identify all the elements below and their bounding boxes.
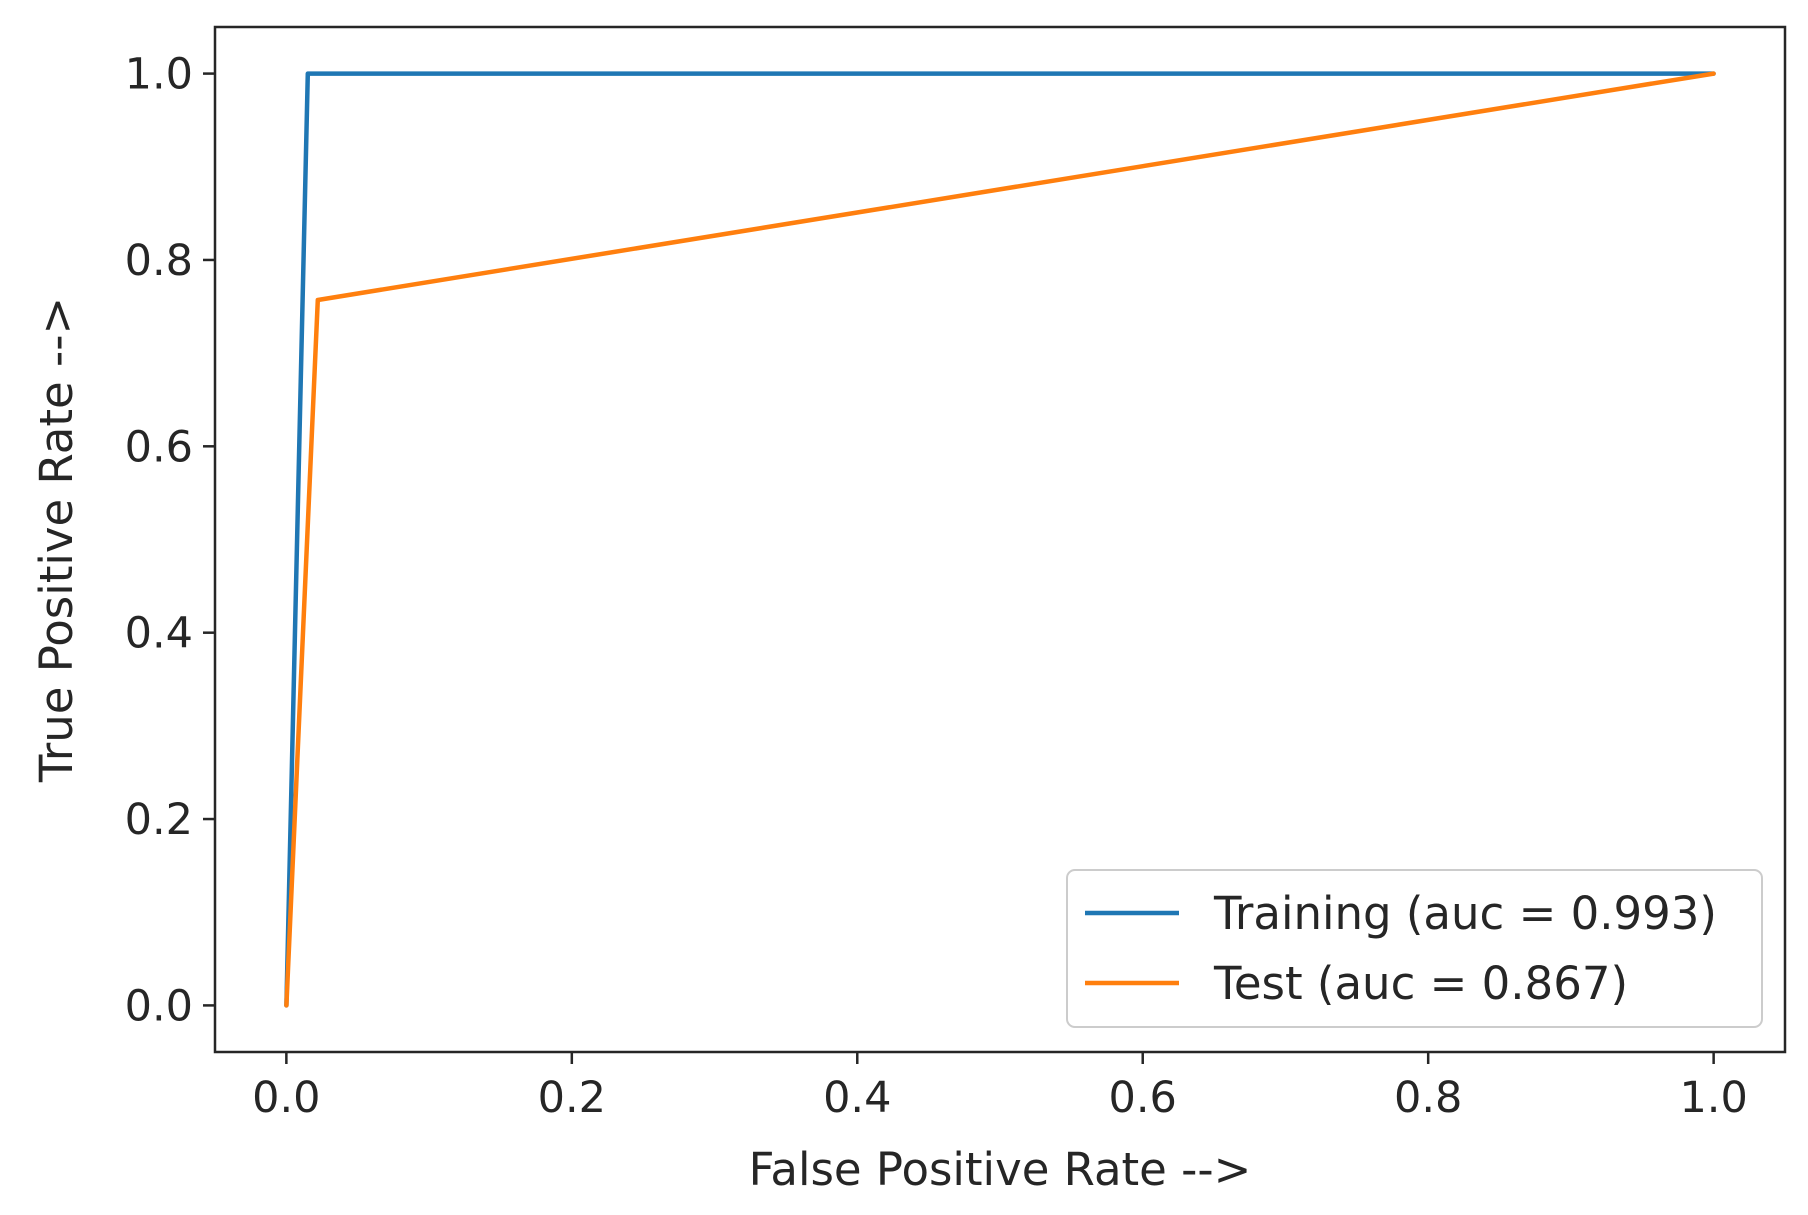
axes-frame (213, 25, 1787, 1054)
ticks-layer: 0.0 0.2 0.4 0.6 0.8 1.0 0.0 0.2 0.4 0.6 0.8 1.0 (125, 50, 1748, 1123)
series-layer (284, 71, 1716, 1008)
y-axis-label: True Positive Rate --> (30, 297, 83, 783)
x-tick-label: 0.4 (823, 1073, 891, 1123)
x-tick-label: 1.0 (1679, 1073, 1747, 1123)
legend-label-training: Training (auc = 0.993) (1213, 887, 1717, 940)
y-tick-label: 0.6 (125, 422, 193, 472)
x-axis-label: False Positive Rate --> (749, 1143, 1252, 1196)
legend-frame (1066, 869, 1763, 1028)
y-tick-label: 0.8 (125, 236, 193, 286)
x-tick-label: 0.6 (1109, 1073, 1177, 1123)
y-tick-label: 1.0 (125, 50, 193, 100)
test-roc-line (284, 71, 1716, 1008)
y-tick-label: 0.2 (125, 795, 193, 845)
y-tick-label: 0.0 (125, 981, 193, 1031)
legend-label-test: Test (auc = 0.867) (1213, 957, 1628, 1010)
y-tick-label: 0.4 (125, 609, 193, 659)
legend: Training (auc = 0.993) Test (auc = 0.867) (1066, 869, 1763, 1028)
x-tick-label: 0.2 (538, 1073, 606, 1123)
x-tick-label: 0.0 (252, 1073, 320, 1123)
x-tick-label: 0.8 (1394, 1073, 1462, 1123)
training-roc-line (284, 71, 1716, 1008)
